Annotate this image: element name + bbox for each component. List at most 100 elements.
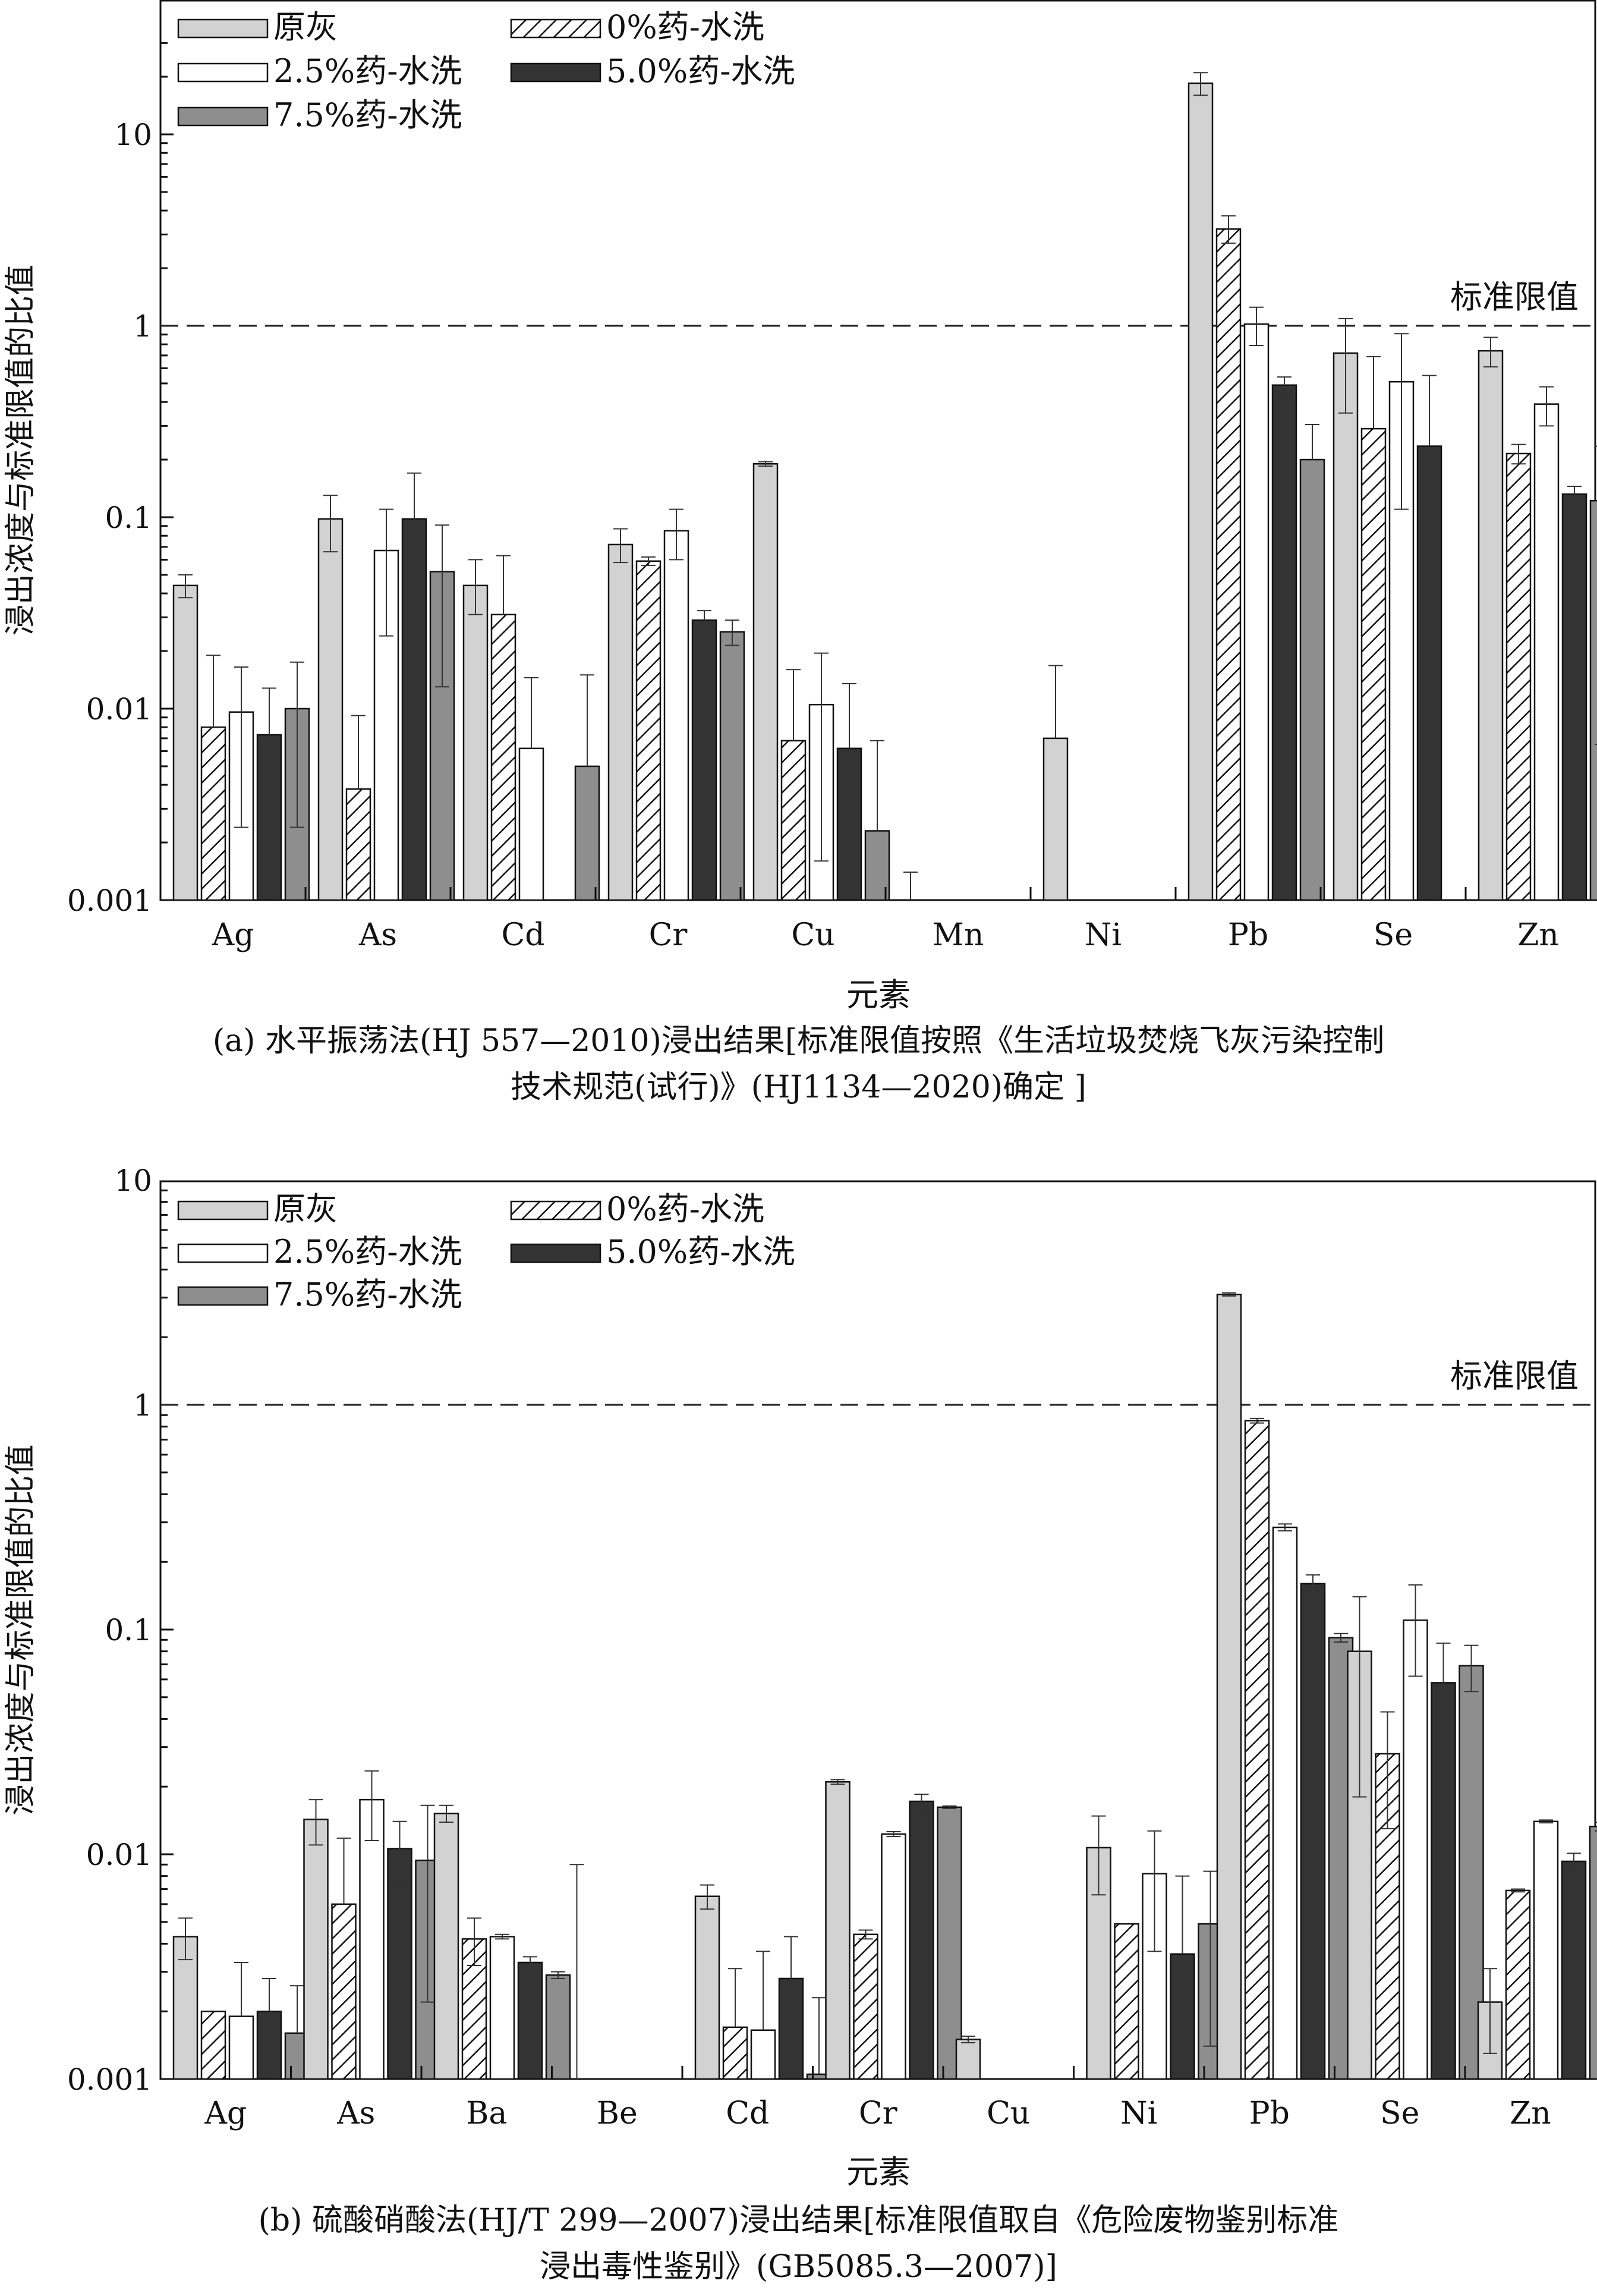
- bar: [1271, 384, 1297, 901]
- x-tick-label: Ag: [204, 2096, 247, 2131]
- bar: [881, 1833, 906, 2080]
- x-tick-label: Cr: [649, 917, 688, 953]
- bar: [489, 1936, 515, 2080]
- legend-swatch: [510, 1243, 601, 1263]
- bar: [256, 734, 282, 901]
- x-tick-label: Be: [597, 2096, 638, 2131]
- reference-line-label: 标准限值: [1450, 278, 1579, 316]
- bar: [345, 788, 371, 901]
- bar: [853, 1933, 878, 2080]
- bar: [200, 726, 226, 901]
- bar: [937, 1806, 962, 2080]
- y-tick-label: 0.01: [86, 692, 152, 726]
- x-tick-label: As: [336, 2096, 375, 2131]
- bar: [1416, 445, 1442, 901]
- x-tick-label: Pb: [1249, 2096, 1290, 2131]
- bar: [172, 584, 199, 901]
- legend-swatch: [177, 1286, 269, 1306]
- bar: [750, 2029, 776, 2080]
- bar: [691, 619, 717, 901]
- bar: [1533, 1820, 1559, 2080]
- legend-swatch: [510, 18, 601, 39]
- bar: [1533, 403, 1560, 901]
- legend-label: 5.0%药-水洗: [606, 1233, 795, 1270]
- caption-b-line-1: (b) 硫酸硝酸法(HJ/T 299—2007)浸出结果[标准限值取自《危险废物…: [258, 2203, 1339, 2238]
- legend-swatch: [177, 106, 269, 127]
- legend-label: 0%药-水洗: [606, 1190, 764, 1228]
- caption-a-line-2: 技术规范(试行)》(HJ1134—2020)确定 ]: [511, 1070, 1086, 1105]
- y-tick-label: 0.1: [105, 501, 152, 535]
- legend-label: 2.5%药-水洗: [273, 52, 462, 90]
- bar: [545, 1974, 571, 2080]
- bar: [490, 614, 516, 901]
- legend-label: 0%药-水洗: [606, 8, 764, 46]
- x-tick-label: Cu: [791, 917, 834, 953]
- bar: [303, 1819, 329, 2080]
- bar: [719, 631, 745, 901]
- bar: [1478, 350, 1504, 901]
- y-tick-label: 0.001: [67, 883, 152, 918]
- bar: [228, 2015, 254, 2080]
- bar: [909, 1800, 934, 2080]
- legend-swatch: [510, 1200, 601, 1221]
- caption-b-line-2: 浸出毒性鉴别》(GB5085.3—2007)]: [540, 2249, 1057, 2285]
- x-tick-label: Cr: [859, 2096, 897, 2131]
- legend-label: 2.5%药-水洗: [273, 1233, 462, 1270]
- legend-label: 原灰: [273, 1190, 338, 1228]
- bar: [1114, 1923, 1139, 2080]
- x-tick-label: Ag: [212, 917, 254, 953]
- bar: [836, 747, 862, 901]
- bar: [1299, 458, 1325, 901]
- legend-swatch: [177, 1243, 269, 1263]
- x-tick-label: Zn: [1517, 917, 1559, 953]
- bar: [1360, 427, 1387, 901]
- legend-label: 原灰: [273, 8, 338, 46]
- bar: [1505, 1889, 1531, 2080]
- bar: [1215, 228, 1242, 901]
- bar: [1561, 493, 1587, 901]
- bar: [955, 2039, 981, 2080]
- x-tick-label: Se: [1380, 2096, 1419, 2131]
- x-axis-label: 元素: [846, 976, 911, 1014]
- bar: [1243, 323, 1270, 901]
- bar: [1589, 1825, 1597, 2080]
- bar: [1216, 1294, 1242, 2080]
- legend-swatch: [177, 1200, 269, 1221]
- bar: [752, 463, 779, 901]
- bar: [1505, 452, 1532, 901]
- caption-a-line-1: (a) 水平振荡法(HJ 557—2010)浸出结果[标准限值按照《生活垃圾焚烧…: [212, 1023, 1385, 1059]
- bar: [433, 1813, 459, 2080]
- x-tick-label: Mn: [933, 917, 984, 953]
- x-axis-label: 元素: [846, 2153, 911, 2191]
- x-tick-label: Zn: [1510, 2096, 1551, 2131]
- x-tick-label: As: [358, 917, 397, 953]
- bar: [1170, 1953, 1195, 2080]
- x-tick-label: Ba: [466, 2096, 507, 2131]
- bar: [1244, 1420, 1270, 2080]
- bar: [1333, 352, 1359, 901]
- x-tick-label: Ni: [1085, 917, 1122, 953]
- x-tick-label: Pb: [1228, 917, 1268, 953]
- bar: [663, 530, 689, 901]
- legend-label: 7.5%药-水洗: [273, 1276, 462, 1313]
- bar: [825, 1781, 851, 2080]
- bar: [517, 1961, 543, 2080]
- y-tick-label: 10: [114, 1163, 152, 1198]
- x-tick-label: Cd: [501, 917, 544, 953]
- bar: [256, 2010, 282, 2080]
- bar: [317, 518, 344, 901]
- bar: [1272, 1526, 1298, 2080]
- y-tick-label: 0.001: [67, 2062, 152, 2097]
- bar: [518, 747, 544, 901]
- y-tick-label: 0.01: [86, 1838, 152, 1872]
- y-tick-label: 1: [133, 309, 152, 344]
- legend-swatch: [177, 18, 269, 39]
- legend-swatch: [510, 62, 601, 83]
- legend-swatch: [177, 62, 269, 83]
- bar: [1561, 1860, 1587, 2080]
- x-tick-label: Ni: [1120, 2096, 1157, 2131]
- bar: [1403, 1619, 1428, 2080]
- bar: [200, 2010, 226, 2080]
- bar: [722, 2026, 748, 2080]
- bar: [1042, 737, 1069, 901]
